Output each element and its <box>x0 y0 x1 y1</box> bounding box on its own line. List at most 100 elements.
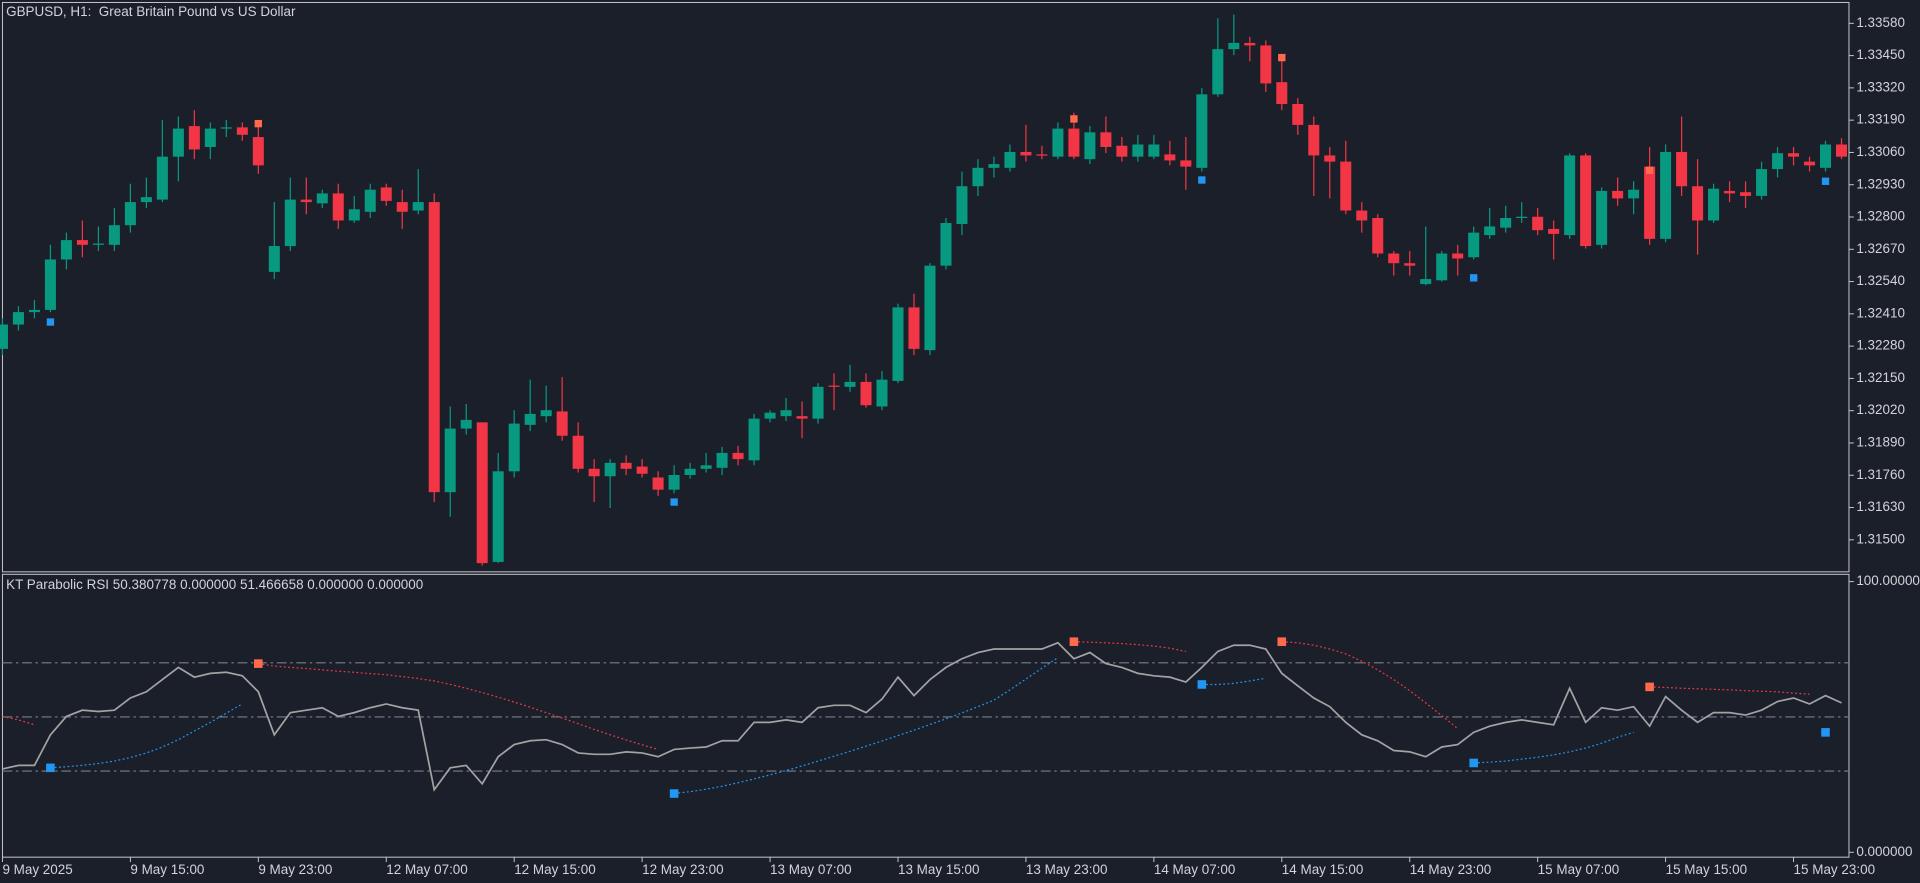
y-tick-label: 1.32670 <box>1856 241 1905 256</box>
x-tick-label: 12 May 23:00 <box>642 862 724 877</box>
sar-above-line <box>1073 641 1186 653</box>
candle-body <box>188 126 200 150</box>
candle-body <box>1740 192 1752 196</box>
candle-body <box>428 202 440 493</box>
candle-body <box>1260 45 1272 84</box>
sell-signal <box>254 119 262 128</box>
candle-body <box>1596 190 1608 245</box>
candle-body <box>796 416 808 419</box>
indicator-panel-frame <box>1 573 1850 858</box>
candle-body <box>1004 151 1016 168</box>
y-tick-label: 1.33580 <box>1856 15 1905 30</box>
candle-body <box>44 259 56 310</box>
candle-body <box>556 411 568 436</box>
candle-body <box>124 202 136 226</box>
signal-marker <box>669 789 679 798</box>
candle-body <box>1612 190 1624 199</box>
candle-body <box>1020 151 1032 156</box>
candle-body <box>940 222 952 266</box>
candle-body <box>1788 153 1800 157</box>
candle-body <box>476 422 488 564</box>
candle-body <box>380 187 392 201</box>
rsi-line <box>2 641 1842 792</box>
candle-body <box>1100 132 1112 147</box>
candle-body <box>572 435 584 469</box>
y-tick-label: 1.32020 <box>1856 402 1905 417</box>
candle-body <box>1644 166 1656 239</box>
y-tick-label: 1.32930 <box>1856 176 1905 191</box>
y-tick-label: 0.000000 <box>1856 844 1912 859</box>
sar-below-line <box>50 703 243 769</box>
candle-body <box>1292 104 1304 125</box>
x-tick-label: 15 May 23:00 <box>1794 862 1876 877</box>
candle-body <box>364 189 376 212</box>
candle-body <box>668 475 680 490</box>
candle-body <box>332 193 344 221</box>
candle-body <box>1756 169 1768 196</box>
candle-body <box>876 379 888 407</box>
candle-body <box>748 418 760 461</box>
candle-body <box>412 202 424 211</box>
candle-body <box>700 465 712 469</box>
candle-body <box>1804 161 1816 166</box>
candle-body <box>588 468 600 477</box>
buy-signal <box>670 498 678 506</box>
price-panel-frame <box>1 1 1850 573</box>
candle-body <box>60 240 72 260</box>
candle-body <box>1468 232 1480 258</box>
candle-body <box>108 225 120 245</box>
candle-body <box>764 412 776 419</box>
sell-signal <box>1645 166 1654 174</box>
y-tick-label: 1.33450 <box>1856 47 1905 62</box>
candle-body <box>156 156 168 200</box>
sar-above-line <box>2 715 35 726</box>
indicator-title: KT Parabolic RSI 50.380778 0.000000 51.4… <box>6 577 423 592</box>
candle-body <box>1564 155 1576 236</box>
candle-body <box>780 410 792 417</box>
candle-body <box>1116 145 1128 157</box>
candle-body <box>1132 144 1144 157</box>
candle-body <box>236 127 248 135</box>
candle-body <box>348 209 360 221</box>
signal-marker <box>1277 637 1287 646</box>
candle-body <box>1036 154 1048 156</box>
candle-body <box>1452 253 1464 259</box>
candle-body <box>908 307 920 349</box>
x-tick-label: 9 May 15:00 <box>130 862 204 877</box>
candle-body <box>172 128 184 157</box>
x-tick-label: 15 May 15:00 <box>1666 862 1748 877</box>
candle-body <box>1388 253 1400 264</box>
candle-body <box>1692 186 1704 221</box>
x-tick-label: 12 May 07:00 <box>386 862 468 877</box>
y-tick-label: 100.000000 <box>1856 573 1920 588</box>
x-tick-label: 13 May 07:00 <box>770 862 852 877</box>
x-tick-label: 14 May 23:00 <box>1410 862 1492 877</box>
y-tick-label: 1.32410 <box>1856 305 1905 320</box>
x-tick-label: 9 May 2025 <box>2 862 72 877</box>
candle-body <box>316 193 328 204</box>
y-tick-label: 1.31630 <box>1856 499 1905 514</box>
candle-body <box>1084 132 1096 160</box>
candle-body <box>1708 188 1720 221</box>
candle-body <box>492 471 504 562</box>
sar-below-line <box>1473 731 1634 764</box>
candle-body <box>1164 154 1176 161</box>
buy-signal <box>1821 177 1830 185</box>
candle-body <box>1532 216 1544 231</box>
candle-body <box>12 312 24 325</box>
candle-body <box>652 477 664 490</box>
candle-body <box>1548 228 1560 234</box>
sar-above-line <box>1649 686 1810 695</box>
candle-body <box>1436 253 1448 281</box>
candle-body <box>844 381 856 387</box>
candle-body <box>1068 128 1080 157</box>
x-tick-label: 9 May 23:00 <box>258 862 332 877</box>
x-tick-label: 15 May 07:00 <box>1538 862 1620 877</box>
y-tick-label: 1.32150 <box>1856 370 1905 385</box>
candle-body <box>972 167 984 187</box>
candle-body <box>732 452 744 460</box>
candle-body <box>860 381 872 406</box>
x-tick-label: 13 May 15:00 <box>898 862 980 877</box>
candle-body <box>716 452 728 468</box>
